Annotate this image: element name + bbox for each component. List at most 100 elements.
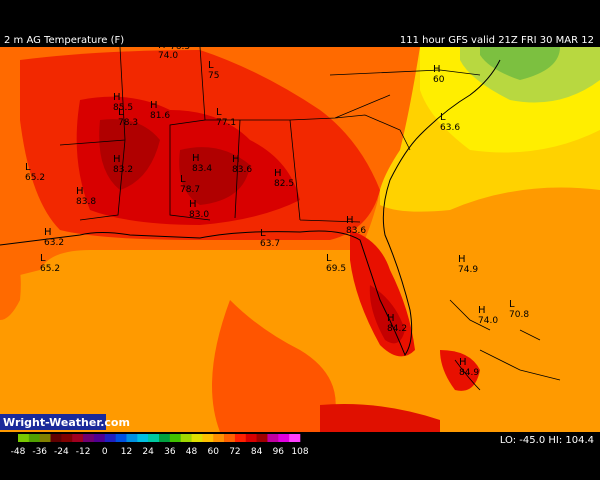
marker-kind: H <box>346 215 354 226</box>
colorbar-label: 24 <box>142 447 154 457</box>
marker-kind: H <box>150 100 158 111</box>
marker-kind: H <box>44 227 52 238</box>
color-swatch <box>234 434 247 442</box>
marker-kind: H <box>76 186 84 197</box>
marker-value: 83.6 <box>346 226 366 236</box>
colorbar-label: 108 <box>291 447 308 457</box>
colorbar-label: -48 <box>11 447 26 457</box>
marker-value: 74.0 <box>478 316 498 326</box>
marker-kind: L <box>260 228 266 239</box>
marker-kind: H <box>189 199 197 210</box>
marker-value: 78.7 <box>180 185 200 195</box>
color-swatch <box>28 434 40 442</box>
color-swatch <box>104 434 116 442</box>
marker-value: 63.2 <box>44 238 64 248</box>
color-swatch <box>224 434 236 442</box>
marker-kind: L <box>118 107 124 118</box>
marker-kind: L <box>40 253 46 264</box>
marker-value: 84.9 <box>459 368 479 378</box>
marker-kind: H <box>274 168 282 179</box>
colorbar-label: 72 <box>229 447 240 457</box>
color-swatch <box>245 434 257 442</box>
colorbar-label: -24 <box>54 447 69 457</box>
marker-value: 69.5 <box>326 264 346 274</box>
color-bar: -48 -36 -24 -12 0 12 24 36 48 60 72 84 96 108 <box>11 434 309 457</box>
marker-value: 83.6 <box>232 165 252 175</box>
colorbar-label: -12 <box>76 447 91 457</box>
color-swatch <box>159 434 171 442</box>
color-swatch <box>256 434 268 442</box>
marker-kind: H <box>158 40 166 51</box>
colorbar-label: 60 <box>208 447 220 457</box>
marker-value: 84.2 <box>387 324 407 334</box>
marker-kind: H <box>458 254 466 265</box>
marker-kind: H <box>232 154 240 165</box>
model-run: 111 hour GFS valid 21Z FRI 30 MAR 12 <box>400 35 594 46</box>
marker-kind: H <box>192 153 200 164</box>
color-swatch <box>115 434 127 442</box>
colorbar-label: -36 <box>32 447 47 457</box>
marker-value: 83.0 <box>189 210 209 220</box>
marker-value: 77.1 <box>216 118 236 128</box>
color-swatch <box>83 434 95 442</box>
color-swatch <box>267 434 279 442</box>
color-swatch <box>61 434 73 442</box>
marker-kind: L <box>326 253 332 264</box>
marker-value: 82.5 <box>274 179 294 189</box>
colorbar-label: 84 <box>251 447 263 457</box>
marker-kind: L <box>180 174 186 185</box>
color-swatch <box>39 434 51 442</box>
marker-kind: L <box>208 60 214 71</box>
color-swatch <box>278 434 290 442</box>
marker-value: 76.5 <box>170 42 190 52</box>
marker-value: 85.5 <box>113 103 133 113</box>
marker-value: 63.7 <box>260 239 280 249</box>
colorbar-label: 12 <box>121 447 132 457</box>
colorbar-label: 96 <box>273 447 285 457</box>
color-swatch <box>202 434 214 442</box>
marker-value: 75 <box>208 71 219 81</box>
marker-kind: H <box>113 92 121 103</box>
marker-value: 74.0 <box>158 51 178 61</box>
color-swatch <box>148 434 160 442</box>
boundaries <box>0 46 561 391</box>
color-swatch <box>50 434 62 442</box>
marker-kind: L <box>440 112 446 123</box>
marker-value: 60 <box>433 75 445 85</box>
color-swatch <box>93 434 106 442</box>
watermark: Wright-Weather.com <box>3 416 130 429</box>
marker-kind: L <box>170 31 176 42</box>
marker-value: 65.2 <box>40 264 60 274</box>
marker-value: 83.2 <box>113 165 133 175</box>
marker-kind: H <box>387 313 395 324</box>
marker-kind: H <box>433 64 441 75</box>
marker-value: 78.3 <box>118 118 138 128</box>
color-swatch <box>169 434 181 442</box>
color-swatch <box>191 434 203 442</box>
marker-value: 63.6 <box>440 123 460 133</box>
color-swatch <box>137 434 149 442</box>
marker-value: 81.6 <box>150 111 170 121</box>
marker-value: 65.2 <box>25 173 45 183</box>
colorbar-label: 0 <box>102 447 108 457</box>
marker-value: 83.4 <box>192 164 212 174</box>
color-swatch <box>18 434 30 442</box>
marker-kind: L <box>216 107 222 118</box>
marker-kind: H <box>478 305 486 316</box>
marker-kind: H <box>459 357 467 368</box>
watermark-box <box>0 414 106 430</box>
temperature-field <box>0 47 600 432</box>
colorbar-label: 36 <box>164 447 176 457</box>
marker-value: 70.8 <box>509 310 529 320</box>
color-swatch <box>213 434 225 442</box>
marker-kind: L <box>509 299 515 310</box>
colorbar-label: 48 <box>186 447 198 457</box>
extremes: LO: -45.0 HI: 104.4 <box>500 435 594 446</box>
color-swatch <box>180 434 192 442</box>
marker-value: 74.9 <box>458 265 478 275</box>
marker-kind: L <box>25 162 31 173</box>
marker-kind: H <box>113 154 121 165</box>
